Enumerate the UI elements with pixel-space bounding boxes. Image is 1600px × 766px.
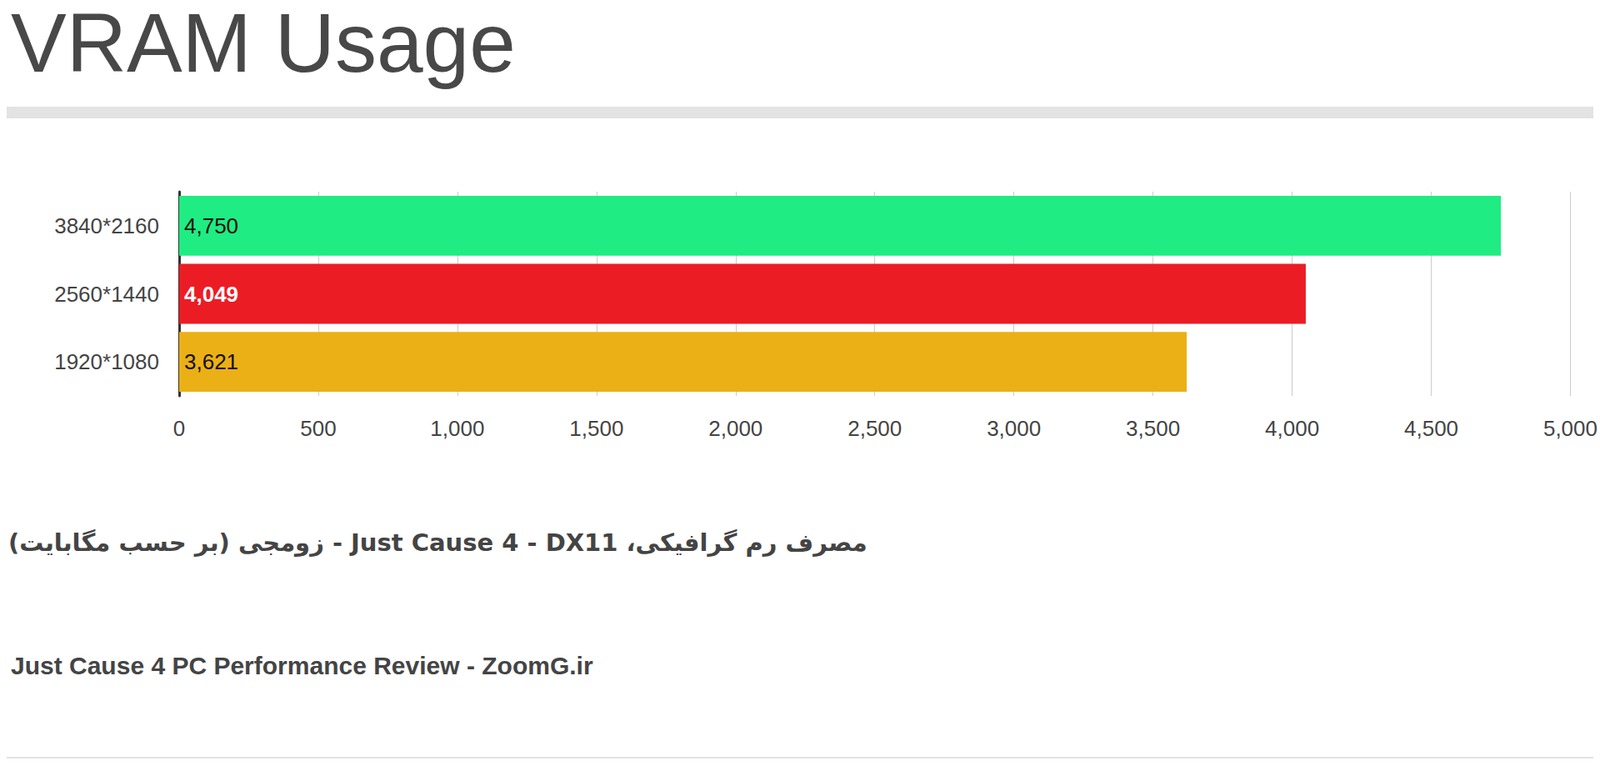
svg-text:4,049: 4,049 [184,281,239,307]
svg-text:2,000: 2,000 [708,415,763,441]
svg-text:4,750: 4,750 [184,213,239,239]
svg-text:1,500: 1,500 [569,415,624,441]
svg-text:4,500: 4,500 [1404,415,1459,441]
svg-text:1920*1080: 1920*1080 [54,349,160,375]
svg-text:3,500: 3,500 [1125,415,1180,441]
svg-text:3840*2160: 3840*2160 [54,213,160,239]
svg-text:0: 0 [173,415,185,441]
svg-text:VRAM Usage: VRAM Usage [10,0,516,90]
svg-text:500: 500 [300,415,336,441]
svg-text:2560*1440: 2560*1440 [54,281,160,307]
svg-text:3,621: 3,621 [184,349,239,375]
svg-text:Just Cause 4 PC Performance Re: Just Cause 4 PC Performance Review - Zoo… [10,651,594,680]
svg-text:4,000: 4,000 [1265,415,1320,441]
svg-text:1,000: 1,000 [430,415,485,441]
svg-text:5,000: 5,000 [1543,415,1598,441]
html-text:مصرف رم گرافیکی، Just Cause 4: مصرف رم گرافیکی، Just Cause 4 - DX11 - ز… [8,528,868,557]
svg-text:3,000: 3,000 [986,415,1041,441]
svg-text:2,500: 2,500 [847,415,902,441]
